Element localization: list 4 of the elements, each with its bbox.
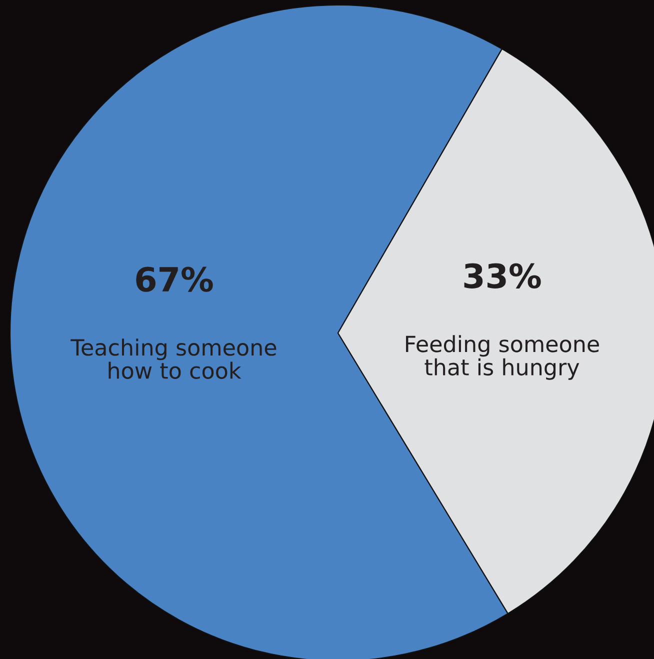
data-label: 67% (136, 266, 213, 292)
slice-label: Teaching someone how to cook (70, 338, 276, 380)
slice-label: Feeding someone that is hungry (406, 335, 599, 380)
data-label: 33% (464, 263, 541, 288)
